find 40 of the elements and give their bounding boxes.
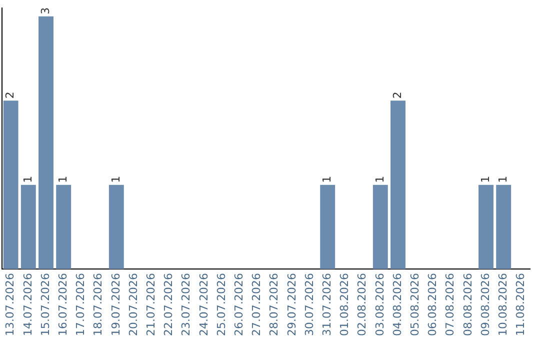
x-tick-label: 22.07.2026 xyxy=(162,273,176,336)
data-label: 2 xyxy=(390,92,404,99)
x-tick-label: 06.08.2026 xyxy=(426,273,440,336)
x-tick-label: 04.08.2026 xyxy=(390,273,404,336)
x-tick-label: 13.07.2026 xyxy=(4,273,17,336)
x-tick-label: 15.07.2026 xyxy=(38,273,52,336)
x-tick-label: 07.08.2026 xyxy=(444,273,457,336)
x-tick-label: 18.07.2026 xyxy=(92,273,105,336)
data-label: 1 xyxy=(109,176,122,183)
x-tick-label: 16.07.2026 xyxy=(56,273,70,336)
data-label: 1 xyxy=(320,176,334,183)
data-label: 1 xyxy=(496,176,510,183)
x-tick-label: 17.07.2026 xyxy=(74,273,88,336)
x-tick-label: 21.07.2026 xyxy=(144,273,158,336)
data-label: 3 xyxy=(38,7,52,14)
x-tick-label: 14.07.2026 xyxy=(21,273,34,336)
x-tick-label: 01.08.2026 xyxy=(338,273,352,336)
x-tick-label: 11.08.2026 xyxy=(514,273,528,336)
x-tick-label: 24.07.2026 xyxy=(197,273,210,336)
data-label: 1 xyxy=(373,176,386,183)
x-tick-label: 09.08.2026 xyxy=(478,273,492,336)
x-tick-label: 03.08.2026 xyxy=(373,273,386,336)
x-tick-label: 31.07.2026 xyxy=(320,273,334,336)
data-label: 1 xyxy=(478,176,492,183)
data-label: 1 xyxy=(21,176,34,183)
x-tick-label: 19.07.2026 xyxy=(109,273,122,336)
x-tick-label: 05.08.2026 xyxy=(408,273,422,336)
x-tick-label: 02.08.2026 xyxy=(356,273,369,336)
x-tick-label: 23.07.2026 xyxy=(180,273,193,336)
x-tick-label: 25.07.2026 xyxy=(214,273,228,336)
data-label: 2 xyxy=(4,92,17,99)
data-label: 1 xyxy=(56,176,70,183)
x-tick-label: 10.08.2026 xyxy=(496,273,510,336)
x-tick-label: 26.07.2026 xyxy=(232,273,246,336)
x-tick-label: 27.07.2026 xyxy=(250,273,264,336)
x-tick-label: 28.07.2026 xyxy=(268,273,281,336)
x-tick-label: 08.08.2026 xyxy=(461,273,474,336)
x-tick-label: 29.07.2026 xyxy=(285,273,298,336)
x-tick-label: 30.07.2026 xyxy=(302,273,316,336)
x-tick-label: 20.07.2026 xyxy=(126,273,140,336)
